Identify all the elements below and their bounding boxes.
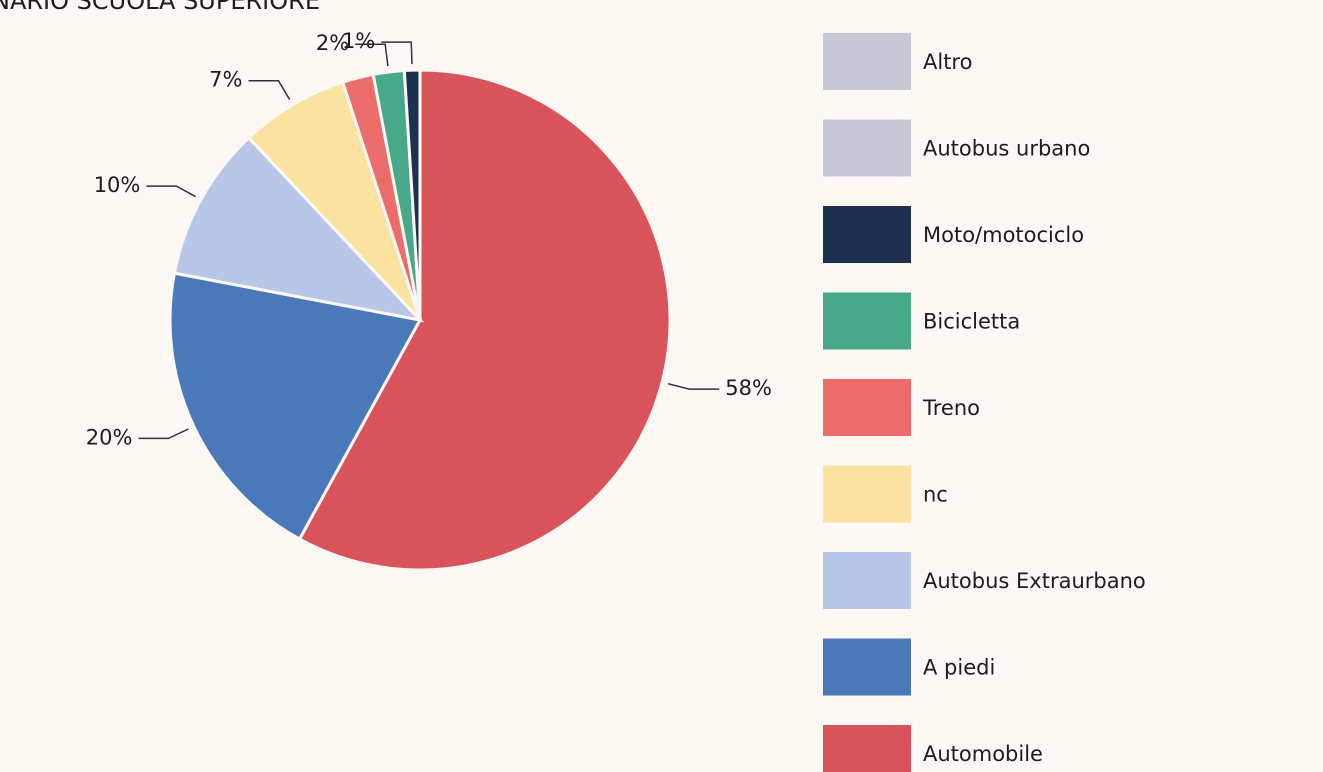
legend-swatch xyxy=(823,292,911,350)
data-label: 1% xyxy=(342,29,375,53)
legend-swatch xyxy=(823,638,911,696)
data-label: 2% xyxy=(316,31,349,55)
legend-swatch xyxy=(823,119,911,177)
legend-label: Moto/motociclo xyxy=(923,223,1084,247)
pie-slice xyxy=(168,271,423,542)
data-label: 58% xyxy=(725,376,772,400)
legend-label: Bicicletta xyxy=(923,310,1020,334)
legend-label: nc xyxy=(923,483,948,507)
legend-swatch xyxy=(823,33,911,90)
pie-slice xyxy=(297,68,672,572)
legend-label: Treno xyxy=(922,396,980,420)
legend-swatch xyxy=(823,465,911,523)
legend-label: Altro xyxy=(923,50,972,74)
legend-label: Automobile xyxy=(923,742,1043,766)
leader-line xyxy=(146,185,197,198)
legend-label: Autobus Extraurbano xyxy=(923,569,1146,593)
leader-line xyxy=(138,428,189,440)
legend-swatch xyxy=(823,379,911,436)
legend-swatch xyxy=(823,206,911,263)
legend-swatch xyxy=(823,552,911,609)
legend-label: A piedi xyxy=(923,656,995,680)
leader-line xyxy=(355,43,389,67)
data-label: 10% xyxy=(94,173,141,197)
chart-title: NARIO SCUOLA SUPERIORE xyxy=(0,0,320,15)
legend-label: Autobus urbano xyxy=(923,137,1090,161)
pie-slice xyxy=(246,80,422,322)
pie-slice xyxy=(172,135,425,323)
data-label: 20% xyxy=(86,425,133,449)
pie-slice xyxy=(402,68,422,321)
data-label: 7% xyxy=(209,68,242,92)
legend-swatch xyxy=(823,725,911,772)
leader-line xyxy=(248,79,291,101)
leader-line xyxy=(381,41,413,65)
leader-line xyxy=(667,382,720,390)
